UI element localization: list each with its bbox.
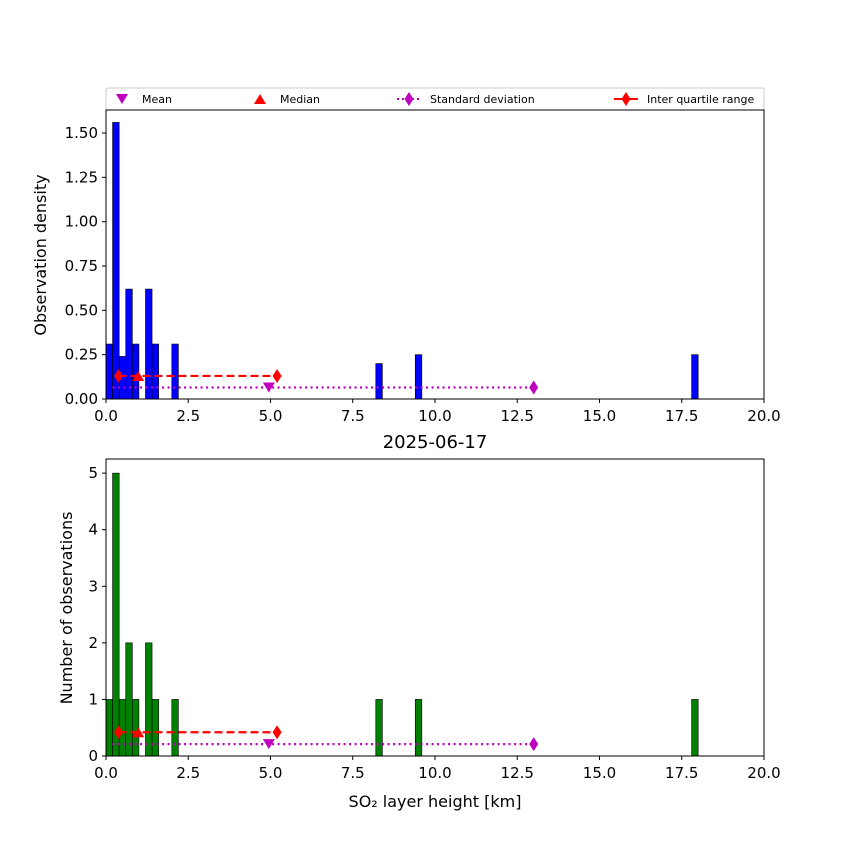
count-x-tick-label: 0.0 [94, 764, 118, 782]
density-y-tick-label: 0.00 [65, 390, 98, 408]
count-bar [145, 642, 153, 757]
count-stat-markers [112, 725, 539, 752]
density-x-tick-label: 0.0 [94, 407, 118, 425]
density-x-tick-label: 2.5 [176, 407, 200, 425]
legend-entry-mean: Mean [116, 93, 172, 106]
density-y-tick-label: 0.50 [65, 301, 98, 319]
legend-label-median: Median [280, 93, 320, 106]
legend-entry-median: Median [254, 93, 320, 106]
legend-entry-iqr: Inter quartile range [614, 92, 754, 106]
count-y-tick-label: 3 [88, 577, 98, 595]
density-stat-markers [112, 368, 539, 395]
density-y-tick-label: 0.75 [65, 257, 98, 275]
count-x-tick-label: 7.5 [341, 764, 365, 782]
count-x-tick-label: 12.5 [501, 764, 534, 782]
count-bar [375, 699, 383, 757]
density-bar [125, 288, 133, 400]
count-bar [151, 699, 159, 757]
density-y-tick-label: 1.50 [65, 124, 98, 142]
density-x-tick-label: 20.0 [747, 407, 780, 425]
density-iqr-lower-marker [114, 368, 124, 383]
count-bar [125, 642, 133, 757]
density-iqr-upper-marker [272, 368, 282, 383]
density-bar [375, 363, 383, 400]
density-y-axis-label: Observation density [31, 174, 50, 335]
count-median-marker [132, 727, 145, 738]
density-x-tick-label: 17.5 [665, 407, 698, 425]
count-bar [132, 699, 140, 757]
median-marker-icon [254, 94, 266, 104]
density-histogram-panel: 0.0 2.5 5.0 7.5 10.0 12.5 15.0 17.5 20.0 0.00 0.2… [31, 109, 781, 425]
density-y-tick-label: 1.00 [65, 213, 98, 231]
density-bar [112, 122, 120, 400]
density-bar [145, 288, 153, 400]
count-bars [105, 472, 699, 757]
legend-label-std: Standard deviation [430, 93, 535, 106]
count-bar [105, 699, 113, 757]
density-x-tick-label: 12.5 [501, 407, 534, 425]
density-std-upper-marker [529, 380, 539, 395]
mean-marker-icon [116, 94, 128, 104]
iqr-diamond-icon [621, 92, 631, 106]
count-mean-marker [262, 739, 275, 750]
count-bar [112, 472, 120, 757]
count-bar [118, 699, 127, 757]
count-bar [414, 699, 423, 757]
density-bar [105, 343, 113, 400]
density-bar [414, 354, 423, 400]
count-y-ticks: 0 1 2 3 4 5 [88, 464, 106, 765]
chart-title: 2025-06-17 [383, 432, 488, 453]
count-histogram-panel: 0.0 2.5 5.0 7.5 10.0 12.5 15.0 17.5 20.0 012345 … [57, 458, 781, 811]
count-iqr-upper-marker [272, 725, 282, 740]
density-bar [151, 343, 159, 400]
legend-entry-std: Standard deviation [397, 92, 535, 106]
density-bar [171, 343, 179, 400]
count-y-tick-label: 5 [88, 464, 98, 482]
count-x-tick-label: 17.5 [665, 764, 698, 782]
legend: Mean Median Standard deviation Inter qua… [105, 87, 765, 111]
density-x-ticks: 0.0 2.5 5.0 7.5 10.0 12.5 15.0 17.5 20.0 [94, 399, 781, 425]
density-y-tick-label: 0.25 [65, 346, 98, 364]
count-iqr-lower-marker [114, 725, 124, 740]
density-x-tick-label: 5.0 [259, 407, 283, 425]
count-x-tick-label: 5.0 [259, 764, 283, 782]
count-x-tick-label: 10.0 [418, 764, 451, 782]
density-mean-marker [262, 382, 275, 393]
count-x-tick-label: 20.0 [747, 764, 780, 782]
count-y-tick-label: 2 [88, 634, 98, 652]
density-bar [691, 354, 699, 400]
count-y-axis-label: Number of observations [57, 512, 76, 705]
density-x-tick-label: 15.0 [583, 407, 616, 425]
count-x-ticks: 0.0 2.5 5.0 7.5 10.0 12.5 15.0 17.5 20.0 [94, 756, 781, 782]
density-x-tick-label: 10.0 [418, 407, 451, 425]
density-y-ticks: 0.00 0.25 0.50 0.75 1.00 1.25 1.50 [65, 124, 106, 408]
density-median-marker [132, 370, 145, 381]
count-y-tick-label: 0 [88, 747, 98, 765]
count-y-tick-label: 4 [88, 521, 98, 539]
density-y-tick-label: 1.25 [65, 168, 98, 186]
count-x-tick-label: 15.0 [583, 764, 616, 782]
count-bar [171, 699, 179, 757]
legend-label-iqr: Inter quartile range [647, 93, 754, 106]
count-x-tick-label: 2.5 [176, 764, 200, 782]
density-x-tick-label: 7.5 [341, 407, 365, 425]
std-diamond-icon [404, 92, 414, 106]
count-bar [691, 699, 699, 757]
count-std-upper-marker [529, 737, 539, 752]
count-y-tick-label: 1 [88, 690, 98, 708]
legend-label-mean: Mean [142, 93, 172, 106]
x-axis-label: SO₂ layer height [km] [349, 792, 522, 811]
